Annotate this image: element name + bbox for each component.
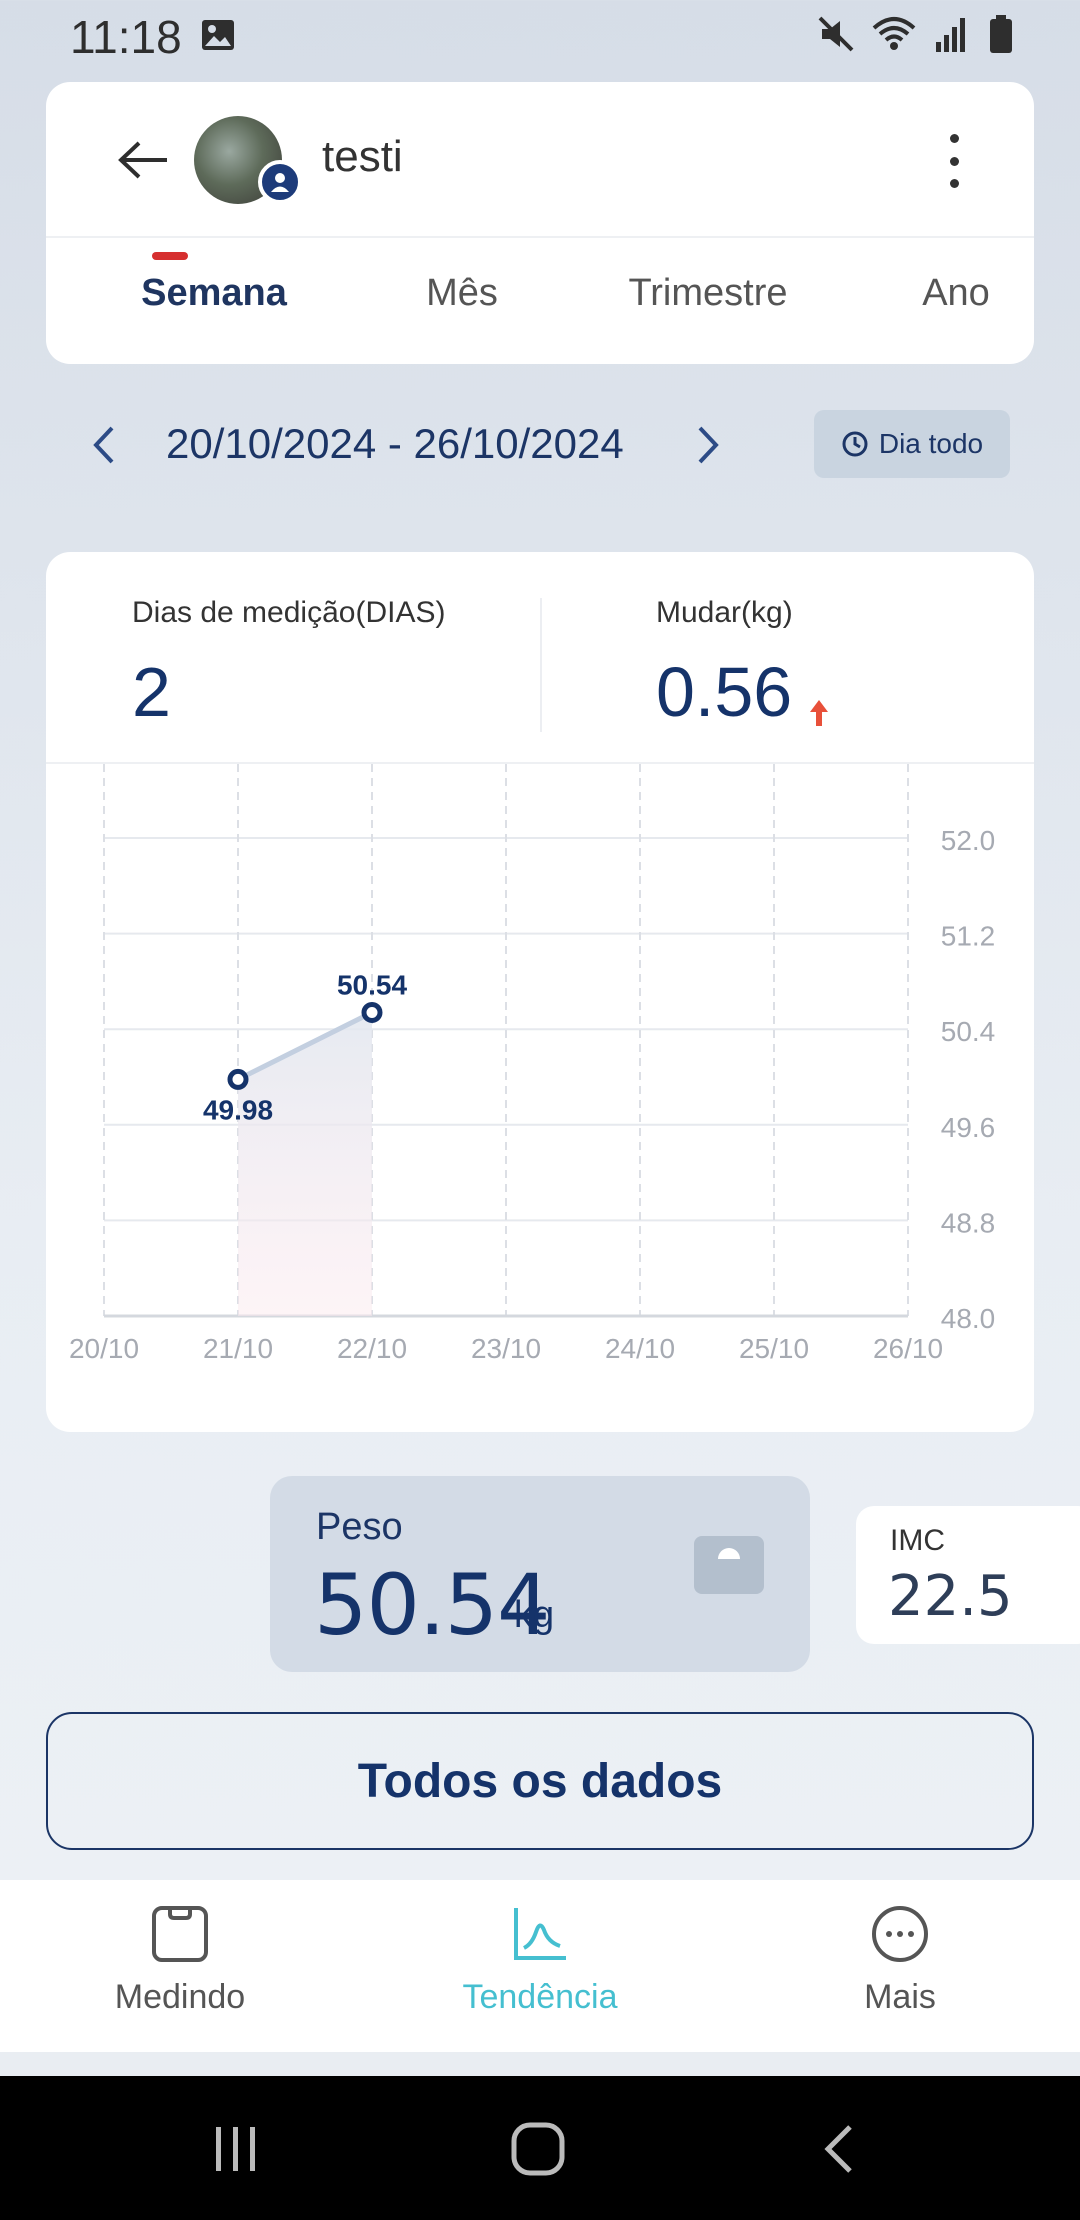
clock-icon [842,431,868,457]
divider [540,598,542,732]
y-tick-label: 49.6 [941,1112,996,1143]
status-bar: 11:18 [0,0,1080,76]
more-options-icon[interactable] [934,126,974,196]
trend-icon [514,1908,566,1960]
tab-ano[interactable]: Ano [922,272,990,314]
status-icons [816,14,1014,54]
nav-item-tendencia[interactable]: Tendência [360,1880,720,2052]
x-tick-label: 24/10 [605,1333,675,1364]
header-card: testi Semana Mês Trimestre Ano [46,82,1034,364]
system-nav-bar [0,2076,1080,2220]
tab-semana[interactable]: Semana [141,272,287,314]
date-range-row: 20/10/2024 - 26/10/2024 Dia todo [0,400,1080,490]
trend-card: Dias de medição(DIAS) 2 Mudar(kg) 0.56 5… [46,552,1034,1432]
series-line [236,1010,374,1082]
active-tab-indicator [152,252,188,260]
weight-unit: kg [514,1594,555,1636]
user-badge-icon [258,160,302,204]
back-button[interactable] [106,122,182,198]
x-tick-label: 20/10 [69,1333,139,1364]
nav-item-mais[interactable]: Mais [720,1880,1080,2052]
recent-apps-icon[interactable] [196,2116,276,2182]
arrow-up-icon [810,700,828,726]
nav-gap [0,2052,1080,2076]
x-tick-label: 21/10 [203,1333,273,1364]
bottom-nav: Medindo Tendência Mais [0,1880,1080,2052]
tab-trimestre[interactable]: Trimestre [628,272,788,314]
weight-value: 50.54 [314,1556,550,1654]
y-tick-label: 50.4 [941,1016,996,1047]
days-measured-value: 2 [132,653,171,731]
nav-item-medindo[interactable]: Medindo [0,1880,360,2052]
weight-trend-chart: 52.0 51.2 50.4 49.6 48.8 48.0 20/10 21/10 22/10 2… [69,764,996,1364]
period-tabs: Semana Mês Trimestre Ano [46,238,1034,364]
series-area [238,1012,372,1316]
image-notification-icon [202,20,234,50]
weight-label: Peso [316,1506,403,1548]
x-tick-label: 22/10 [337,1333,407,1364]
nav-label-tendencia: Tendência [462,1978,618,2016]
more-icon [872,1906,928,1962]
x-tick-label: 26/10 [873,1333,943,1364]
home-icon[interactable] [498,2116,578,2182]
all-day-filter-label: Dia todo [878,428,984,459]
chevron-right-icon[interactable] [682,420,732,470]
y-tick-label: 51.2 [941,921,996,952]
battery-icon [990,15,1012,53]
x-tick-label: 25/10 [739,1333,809,1364]
all-day-filter-button[interactable]: Dia todo [814,410,1010,478]
y-tick-label: 48.8 [941,1207,996,1238]
data-point [227,1068,249,1090]
divider [46,762,1034,764]
wifi-icon [872,17,916,50]
scale-icon [152,1906,208,1962]
all-data-button[interactable]: Todos os dados [46,1712,1034,1850]
divider [46,236,1034,238]
data-label: 50.54 [337,969,407,1000]
imc-metric-card[interactable]: IMC 22.5 [856,1506,1080,1644]
date-range-label: 20/10/2024 - 26/10/2024 [166,420,624,467]
nav-label-medindo: Medindo [114,1978,246,2016]
imc-label: IMC [890,1524,945,1557]
chevron-left-icon[interactable] [80,420,130,470]
system-back-icon[interactable] [800,2116,880,2182]
user-name: testi [322,132,403,181]
arrow-left-icon [118,141,167,179]
y-tick-label: 52.0 [941,825,996,856]
status-time: 11:18 [70,11,182,63]
change-value: 0.56 [656,653,793,731]
signal-icon [936,18,965,52]
days-measured-label: Dias de medição(DIAS) [132,596,446,629]
y-tick-label: 48.0 [941,1303,996,1334]
mute-icon [818,16,854,52]
tab-mes[interactable]: Mês [426,272,498,314]
imc-value: 22.5 [888,1564,1013,1629]
data-label: 49.98 [203,1094,273,1125]
data-point [361,1001,383,1023]
nav-label-mais: Mais [864,1978,936,2016]
scale-icon [694,1536,764,1594]
change-label: Mudar(kg) [656,596,793,629]
weight-metric-card[interactable]: Peso 50.54 kg [270,1476,810,1672]
x-tick-label: 23/10 [471,1333,541,1364]
